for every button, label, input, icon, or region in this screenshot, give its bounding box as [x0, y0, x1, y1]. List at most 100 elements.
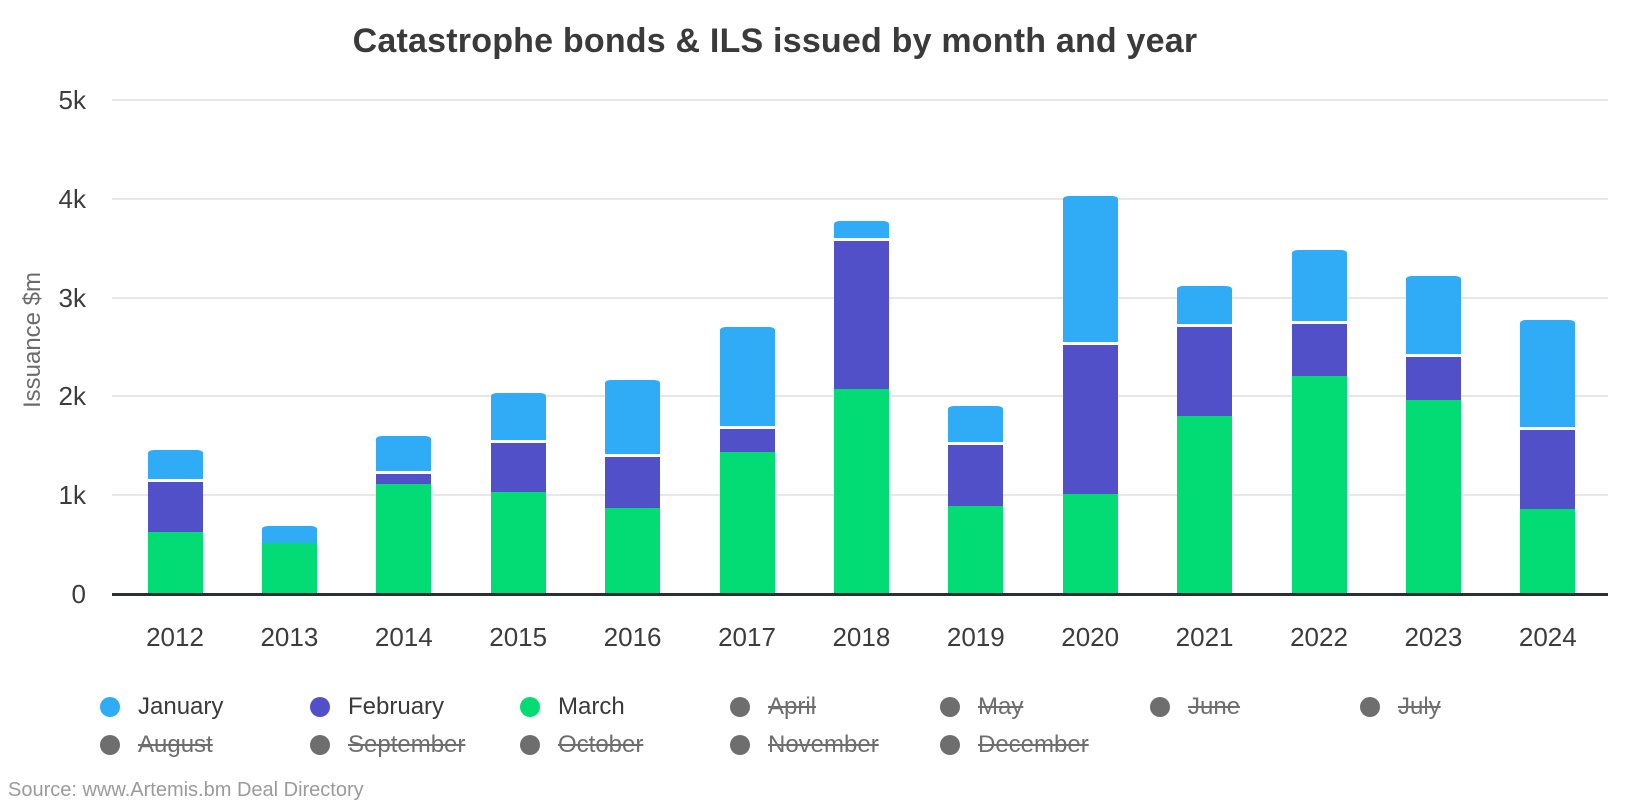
- bar-segment-february-2021[interactable]: [1177, 323, 1233, 417]
- bar-segment-february-2023[interactable]: [1405, 353, 1461, 401]
- legend-item-march[interactable]: March: [520, 693, 730, 720]
- bar-segment-february-2020[interactable]: [1062, 342, 1118, 494]
- legend-item-december[interactable]: December: [940, 731, 1150, 758]
- x-tick-label-2015: 2015: [489, 622, 548, 652]
- bar-segment-january-2024[interactable]: [1520, 316, 1576, 427]
- bar-segment-january-2019[interactable]: [948, 402, 1004, 442]
- legend-dot-august: [100, 735, 120, 755]
- bar-segment-march-2016[interactable]: [605, 508, 661, 593]
- bar-segment-january-2023[interactable]: [1405, 272, 1461, 354]
- bar-2017: [719, 323, 775, 593]
- source-note: Source: www.Artemis.bm Deal Directory: [8, 779, 364, 801]
- bar-segment-january-2018[interactable]: [833, 218, 889, 239]
- bar-segment-march-2015[interactable]: [490, 492, 546, 593]
- bar-segment-march-2013[interactable]: [261, 543, 317, 593]
- bar-2021: [1177, 283, 1233, 593]
- y-tick-label-2k: 2k: [58, 381, 86, 412]
- bar-segment-january-2020[interactable]: [1062, 192, 1118, 343]
- bar-segment-march-2023[interactable]: [1405, 400, 1461, 593]
- bar-segment-march-2017[interactable]: [719, 452, 775, 593]
- legend-label-september: September: [348, 731, 466, 758]
- legend: January February March April May June July Augu…: [100, 693, 1570, 758]
- legend-label-december: December: [978, 731, 1089, 758]
- x-tick-label-2024: 2024: [1518, 622, 1577, 652]
- x-tick-label-2019: 2019: [946, 622, 1005, 652]
- legend-label-march: March: [558, 693, 625, 720]
- legend-label-november: November: [768, 731, 879, 758]
- bar-2024: [1520, 316, 1576, 593]
- legend-item-january[interactable]: January: [100, 693, 310, 720]
- x-tick-label-2012: 2012: [146, 622, 204, 652]
- legend-label-january: January: [138, 693, 224, 720]
- legend-dot-march: [520, 697, 540, 717]
- bar-segment-january-2014[interactable]: [376, 432, 432, 472]
- x-tick-label-2021: 2021: [1175, 622, 1234, 652]
- bar-segment-march-2024[interactable]: [1520, 508, 1576, 593]
- bar-segment-march-2021[interactable]: [1177, 416, 1233, 593]
- legend-item-february[interactable]: February: [310, 693, 520, 720]
- bar-segment-february-2015[interactable]: [490, 440, 546, 493]
- bar-segment-january-2016[interactable]: [605, 377, 661, 454]
- legend-item-august[interactable]: August: [100, 731, 310, 758]
- bar-segment-march-2014[interactable]: [376, 483, 432, 593]
- legend-item-may[interactable]: May: [940, 693, 1150, 720]
- x-tick-label-2016: 2016: [603, 622, 662, 652]
- bar-segment-march-2020[interactable]: [1062, 493, 1118, 593]
- x-tick-label-2018: 2018: [832, 622, 891, 652]
- bar-segment-february-2017[interactable]: [719, 426, 775, 453]
- legend-item-october[interactable]: October: [520, 731, 730, 758]
- legend-dot-april: [730, 697, 750, 717]
- bar-segment-march-2022[interactable]: [1291, 376, 1347, 593]
- legend-dot-october: [520, 735, 540, 755]
- bar-segment-january-2021[interactable]: [1177, 283, 1233, 324]
- bar-2012: [147, 447, 203, 593]
- y-tick-label-3k: 3k: [58, 282, 86, 313]
- legend-dot-may: [940, 697, 960, 717]
- legend-label-february: February: [348, 693, 445, 720]
- legend-dot-february: [310, 697, 330, 717]
- plot-area: [112, 99, 1608, 596]
- gridline-5k: [112, 99, 1608, 101]
- legend-label-july: July: [1398, 693, 1441, 720]
- bar-segment-january-2015[interactable]: [490, 390, 546, 441]
- bar-segment-february-2016[interactable]: [605, 453, 661, 509]
- bar-segment-january-2017[interactable]: [719, 323, 775, 427]
- legend-item-june[interactable]: June: [1150, 693, 1360, 720]
- legend-label-october: October: [558, 731, 644, 758]
- legend-item-september[interactable]: September: [310, 731, 520, 758]
- legend-item-july[interactable]: July: [1360, 693, 1570, 720]
- bar-2015: [490, 390, 546, 593]
- bar-segment-february-2014[interactable]: [376, 471, 432, 484]
- bar-2023: [1405, 272, 1461, 593]
- bar-2019: [948, 402, 1004, 593]
- bar-segment-february-2018[interactable]: [833, 238, 889, 390]
- legend-dot-january: [100, 697, 120, 717]
- bar-segment-january-2012[interactable]: [147, 447, 203, 480]
- legend-dot-september: [310, 735, 330, 755]
- bar-segment-march-2012[interactable]: [147, 532, 203, 593]
- bar-segment-january-2013[interactable]: [261, 523, 317, 544]
- legend-item-november[interactable]: November: [730, 731, 940, 758]
- bar-segment-february-2012[interactable]: [147, 479, 203, 533]
- x-tick-label-2022: 2022: [1290, 622, 1348, 652]
- legend-label-april: April: [768, 693, 817, 720]
- bar-2020: [1062, 192, 1118, 593]
- gridline-4k: [112, 197, 1608, 200]
- bar-segment-february-2024[interactable]: [1520, 426, 1576, 509]
- bar-segment-february-2019[interactable]: [948, 441, 1004, 507]
- chart-title: Catastrophe bonds & ILS issued by month …: [352, 22, 1198, 60]
- legend-dot-july: [1360, 697, 1380, 717]
- bar-segment-march-2019[interactable]: [948, 506, 1004, 593]
- x-tick-label-2020: 2020: [1061, 622, 1120, 652]
- y-tick-label-1k: 1k: [58, 480, 86, 511]
- x-axis-line: [112, 593, 1608, 596]
- legend-item-april[interactable]: April: [730, 693, 940, 720]
- legend-label-may: May: [978, 693, 1024, 720]
- legend-dot-december: [940, 735, 960, 755]
- bar-2022: [1291, 247, 1347, 593]
- bar-segment-january-2022[interactable]: [1291, 247, 1347, 322]
- bar-segment-february-2022[interactable]: [1291, 321, 1347, 377]
- x-tick-label-2014: 2014: [374, 622, 433, 652]
- bar-segment-march-2018[interactable]: [833, 389, 889, 593]
